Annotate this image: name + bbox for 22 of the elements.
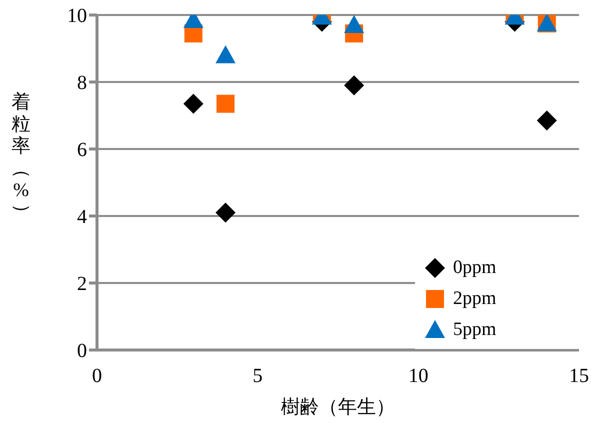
point — [216, 45, 236, 64]
point — [536, 110, 557, 131]
point — [216, 202, 236, 223]
y-tick-label: 4 — [77, 206, 87, 228]
y-tick-label: 2 — [77, 273, 87, 296]
x-tick-label: 5 — [252, 365, 263, 388]
y-tick-label: 0 — [77, 340, 87, 362]
legend-label: 0ppm — [453, 256, 496, 280]
x-axis-title: 樹齢（年生） — [281, 397, 395, 418]
y-tick-label: 8 — [77, 72, 87, 94]
y-tick-label: 10 — [67, 5, 87, 28]
legend-label: 2ppm — [453, 287, 496, 311]
y-tick-label: 6 — [77, 139, 87, 162]
x-tick-label: 0 — [92, 365, 102, 388]
point — [216, 94, 235, 113]
legend-label: 5ppm — [453, 318, 496, 342]
point — [183, 94, 204, 114]
x-tick-label: 15 — [569, 365, 589, 388]
point — [344, 75, 364, 96]
point — [344, 15, 364, 34]
y-axis-title: 着粒率（%） — [10, 92, 32, 224]
x-tick-label: 10 — [408, 365, 428, 388]
